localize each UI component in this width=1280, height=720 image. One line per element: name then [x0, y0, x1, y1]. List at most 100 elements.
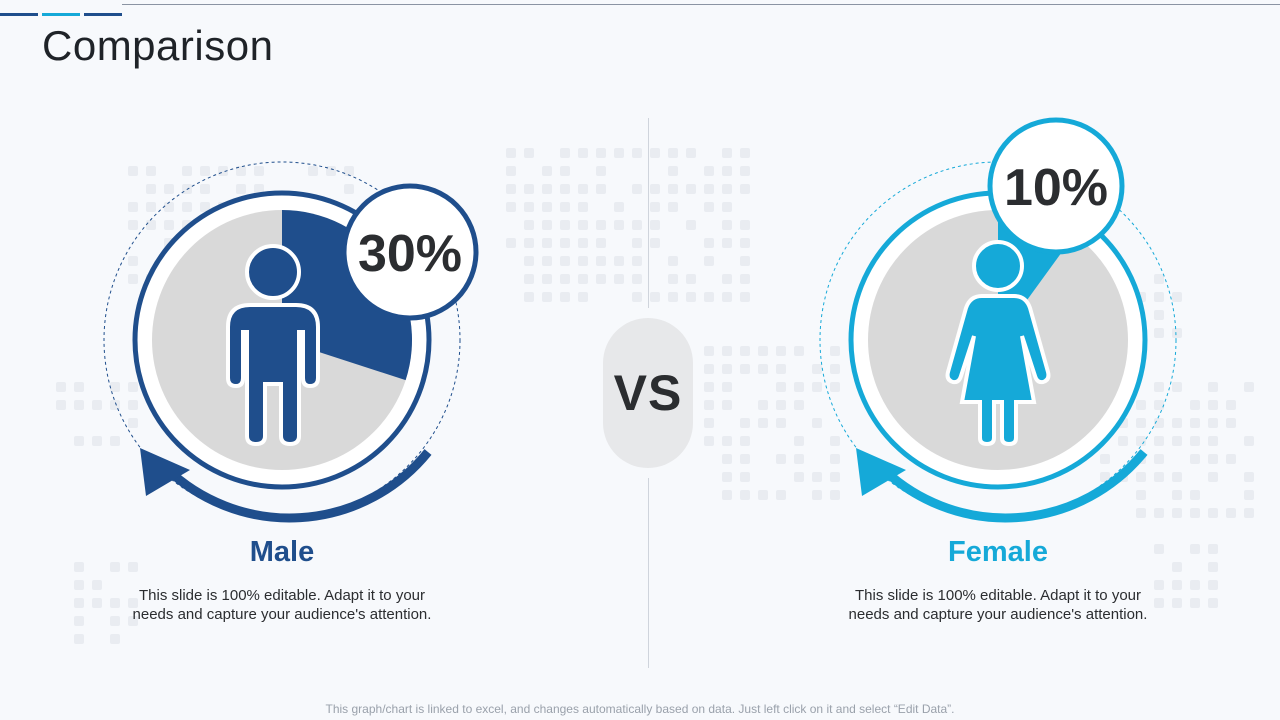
- map-dot: [92, 436, 102, 446]
- map-dot: [776, 400, 786, 410]
- map-dot: [596, 274, 606, 284]
- map-dot: [1226, 454, 1236, 464]
- map-dot: [1172, 490, 1182, 500]
- map-dot: [1208, 472, 1218, 482]
- map-dot: [632, 238, 642, 248]
- map-dot: [1190, 490, 1200, 500]
- map-dot: [776, 454, 786, 464]
- map-dot: [560, 202, 570, 212]
- map-dot: [650, 220, 660, 230]
- map-dot: [542, 274, 552, 284]
- female-person-icon: [945, 240, 1051, 447]
- map-dot: [1226, 400, 1236, 410]
- map-dot: [542, 238, 552, 248]
- map-dot: [1154, 310, 1164, 320]
- map-dot: [560, 238, 570, 248]
- map-dot: [704, 400, 714, 410]
- map-dot: [812, 490, 822, 500]
- map-dot: [830, 346, 840, 356]
- map-dot: [128, 598, 138, 608]
- map-dot: [722, 184, 732, 194]
- map-dot: [56, 400, 66, 410]
- map-dot: [1208, 508, 1218, 518]
- map-dot: [722, 490, 732, 500]
- map-dot: [794, 436, 804, 446]
- map-dot: [614, 274, 624, 284]
- map-dot: [614, 202, 624, 212]
- map-dot: [128, 382, 138, 392]
- map-dot: [1154, 508, 1164, 518]
- map-dot: [1244, 508, 1254, 518]
- map-dot: [704, 418, 714, 428]
- map-dot: [1154, 418, 1164, 428]
- map-dot: [506, 184, 516, 194]
- map-dot: [1136, 400, 1146, 410]
- map-dot: [524, 256, 534, 266]
- map-dot: [254, 184, 264, 194]
- map-dot: [740, 274, 750, 284]
- map-dot: [110, 598, 120, 608]
- map-dot: [722, 436, 732, 446]
- map-dot: [740, 454, 750, 464]
- map-dot: [668, 166, 678, 176]
- map-dot: [668, 292, 678, 302]
- map-dot: [524, 238, 534, 248]
- map-dot: [182, 166, 192, 176]
- map-dot: [92, 580, 102, 590]
- map-dot: [128, 562, 138, 572]
- map-dot: [614, 256, 624, 266]
- map-dot: [1208, 580, 1218, 590]
- map-dot: [542, 256, 552, 266]
- map-dot: [596, 238, 606, 248]
- map-dot: [506, 202, 516, 212]
- map-dot: [1244, 490, 1254, 500]
- map-dot: [1172, 562, 1182, 572]
- map-dot: [1154, 274, 1164, 284]
- map-dot: [578, 238, 588, 248]
- map-dot: [632, 274, 642, 284]
- map-dot: [722, 382, 732, 392]
- map-dot: [722, 202, 732, 212]
- map-dot: [1154, 382, 1164, 392]
- map-dot: [722, 454, 732, 464]
- map-dot: [704, 166, 714, 176]
- map-dot: [740, 346, 750, 356]
- map-dot: [506, 148, 516, 158]
- map-dot: [74, 436, 84, 446]
- map-dot: [722, 472, 732, 482]
- map-dot: [128, 166, 138, 176]
- map-dot: [740, 436, 750, 446]
- map-dot: [632, 220, 642, 230]
- map-dot: [128, 274, 138, 284]
- map-dot: [704, 364, 714, 374]
- map-dot: [344, 184, 354, 194]
- map-dot: [1172, 382, 1182, 392]
- map-dot: [740, 472, 750, 482]
- female-percent-label: 10%: [1004, 159, 1108, 217]
- map-dot: [794, 400, 804, 410]
- map-dot: [560, 148, 570, 158]
- map-dot: [200, 166, 210, 176]
- map-dot: [1136, 472, 1146, 482]
- map-dot: [110, 616, 120, 626]
- map-dot: [596, 148, 606, 158]
- map-dot: [200, 184, 210, 194]
- map-dot: [758, 490, 768, 500]
- map-dot: [560, 220, 570, 230]
- center-divider-top: [648, 118, 649, 308]
- map-dot: [128, 400, 138, 410]
- map-dot: [542, 184, 552, 194]
- map-dot: [560, 292, 570, 302]
- map-dot: [668, 256, 678, 266]
- map-dot: [1208, 400, 1218, 410]
- map-dot: [722, 274, 732, 284]
- map-dot: [1244, 472, 1254, 482]
- map-dot: [128, 202, 138, 212]
- map-dot: [1190, 580, 1200, 590]
- map-dot: [326, 166, 336, 176]
- map-dot: [812, 418, 822, 428]
- map-dot: [686, 274, 696, 284]
- map-dot: [1172, 436, 1182, 446]
- map-dot: [704, 202, 714, 212]
- map-dot: [110, 436, 120, 446]
